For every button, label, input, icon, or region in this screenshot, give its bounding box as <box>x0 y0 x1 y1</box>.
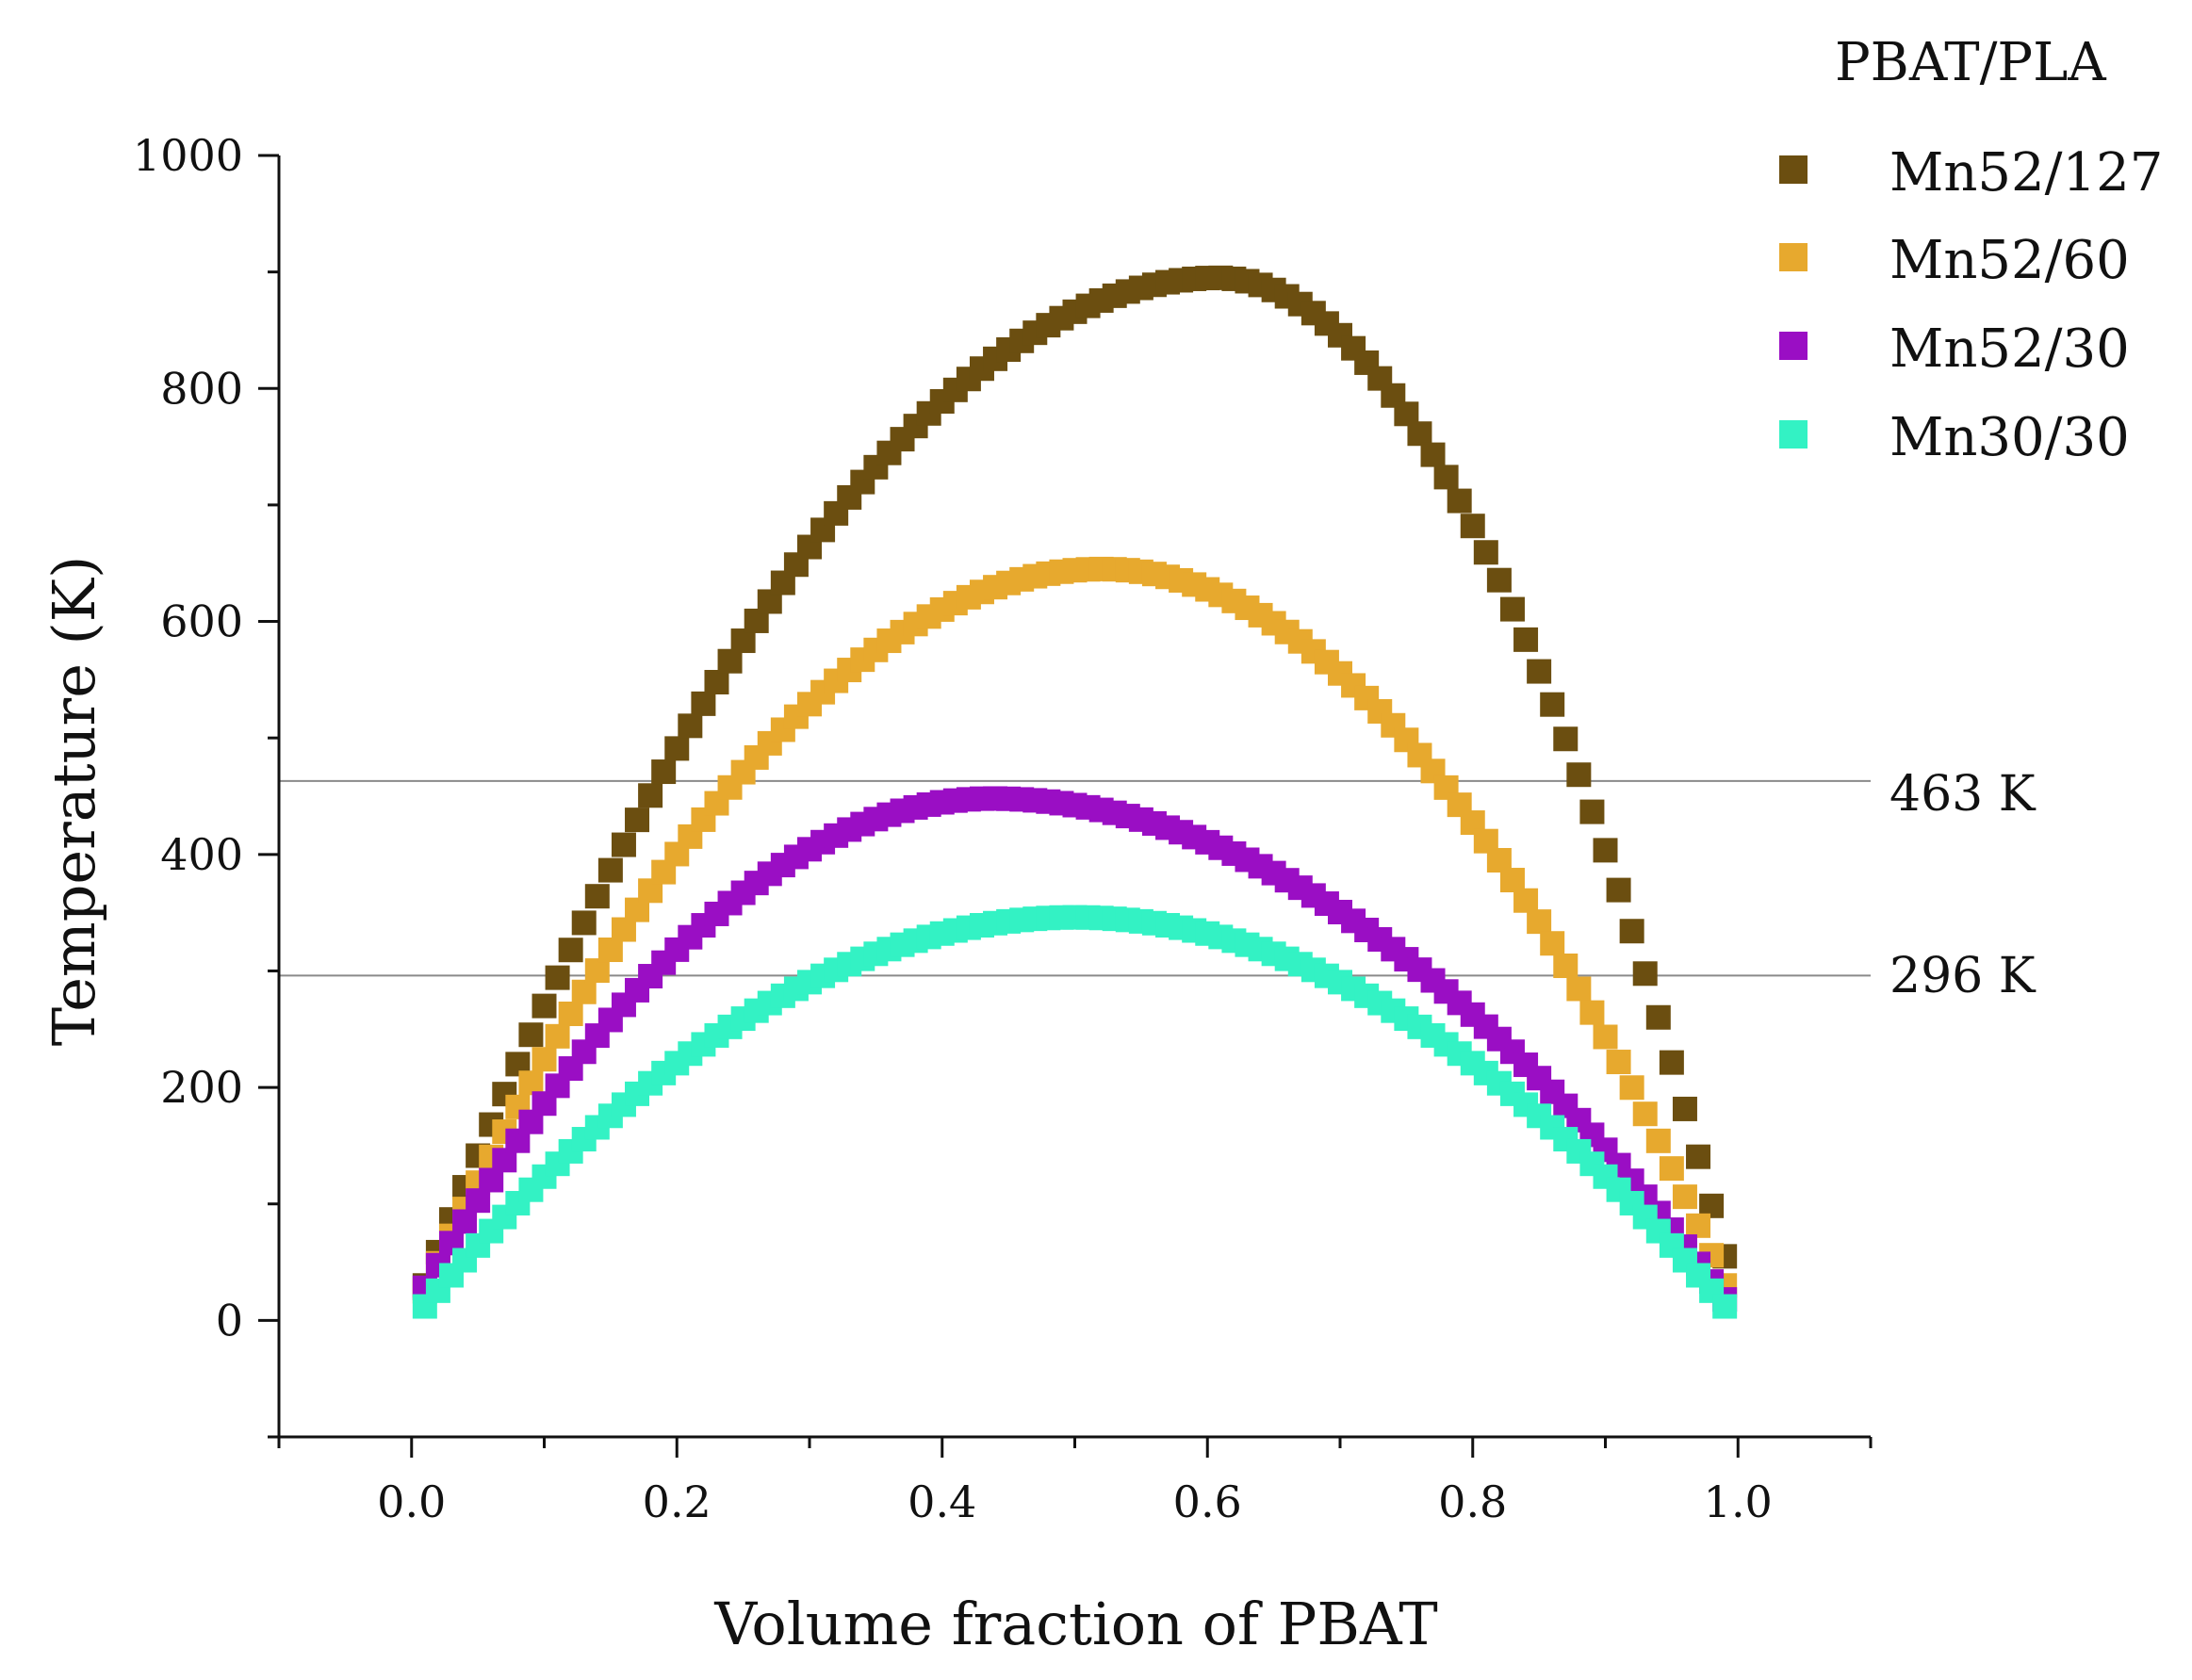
legend-swatch-mn52-60 <box>1779 243 1808 271</box>
series-mn52-30 <box>412 786 1738 1313</box>
data-point <box>532 993 557 1019</box>
reference-lines <box>279 779 1871 977</box>
data-point <box>1499 596 1525 622</box>
data-point <box>584 884 610 909</box>
data-point <box>1632 1101 1658 1127</box>
data-point <box>571 910 597 936</box>
data-point <box>1420 442 1446 467</box>
legend-label-mn52-30: Mn52/30 <box>1889 318 2130 380</box>
data-point <box>452 1209 478 1234</box>
data-point <box>1672 1096 1697 1121</box>
data-point <box>651 759 677 785</box>
data-point <box>1460 514 1485 539</box>
data-point <box>1579 799 1605 824</box>
data-point <box>1672 1184 1697 1210</box>
legend-swatch-mn30-30 <box>1779 420 1808 449</box>
data-point <box>1606 1050 1631 1075</box>
legend-swatch-mn52-30 <box>1779 332 1808 360</box>
tick-labels: 0 200 400 600 800 1000 0.0 0.2 0.4 0.6 0.8 1.0 <box>133 130 1773 1527</box>
data-point <box>1593 838 1618 863</box>
data-point <box>1553 954 1579 979</box>
data-point <box>518 1022 544 1048</box>
data-point <box>1473 540 1498 565</box>
ref-label-463: 463 K <box>1889 766 2037 823</box>
ref-label-296: 296 K <box>1889 948 2037 1004</box>
x-axis-title: Volume fraction of PBAT <box>713 1590 1437 1658</box>
data-point <box>664 736 690 761</box>
data-point <box>532 1047 557 1072</box>
data-point <box>1540 692 1565 717</box>
y-tick-label: 400 <box>160 829 243 880</box>
legend: PBAT/PLA Mn52/127 Mn52/60 Mn52/30 Mn30/3… <box>1779 32 2163 468</box>
data-point <box>1486 567 1512 593</box>
data-point <box>518 1070 544 1096</box>
data-point <box>717 648 743 674</box>
data-point <box>611 832 636 857</box>
y-tick-label: 200 <box>160 1062 243 1113</box>
data-point <box>584 958 610 984</box>
legend-label-mn52-60: Mn52/60 <box>1889 230 2130 291</box>
x-tick-label: 1.0 <box>1704 1476 1773 1527</box>
data-point <box>1619 919 1644 944</box>
data-point <box>1566 976 1592 1002</box>
data-point <box>558 938 583 963</box>
axes <box>258 154 1873 1458</box>
legend-swatch-mn52-127 <box>1779 155 1808 184</box>
data-point <box>1407 421 1432 447</box>
legend-label-mn30-30: Mn30/30 <box>1889 407 2130 468</box>
data-point <box>1513 888 1539 913</box>
data-point <box>1606 877 1631 903</box>
data-point <box>1527 659 1552 684</box>
data-point <box>704 669 729 694</box>
data-point <box>1566 762 1592 788</box>
data-point <box>1499 868 1525 893</box>
data-point <box>1447 488 1472 514</box>
data-point <box>678 713 703 739</box>
y-tick-label: 0 <box>216 1295 243 1346</box>
data-point <box>1513 627 1539 652</box>
data-point <box>1659 1050 1684 1075</box>
y-tick-label: 800 <box>160 363 243 414</box>
data-point <box>691 691 716 716</box>
data-point <box>558 1001 583 1026</box>
x-tick-label: 0.8 <box>1438 1476 1507 1527</box>
data-point <box>466 1188 491 1214</box>
data-point <box>545 965 570 990</box>
data-point <box>1553 726 1579 752</box>
data-point <box>1686 1144 1711 1169</box>
data-point <box>1619 1075 1644 1101</box>
data-point <box>1632 961 1658 987</box>
data-point <box>1527 909 1552 935</box>
x-tick-label: 0.2 <box>643 1476 712 1527</box>
data-point <box>1579 1000 1605 1025</box>
data-point <box>1659 1156 1684 1182</box>
y-tick-label: 600 <box>160 596 243 647</box>
data-point <box>638 783 663 808</box>
series-mn30-30 <box>412 905 1738 1319</box>
data-point <box>1686 1213 1711 1238</box>
data-point <box>1712 1294 1738 1319</box>
data-point <box>597 857 623 883</box>
legend-title: PBAT/PLA <box>1835 32 2106 93</box>
data-point <box>571 979 597 1004</box>
y-axis-title: Temperature (K) <box>40 556 108 1047</box>
data-point <box>625 807 650 833</box>
data-point <box>1645 1004 1671 1030</box>
y-tick-label: 1000 <box>133 130 243 181</box>
x-tick-label: 0.6 <box>1173 1476 1242 1527</box>
data-point <box>1540 931 1565 956</box>
data-point <box>1433 465 1459 490</box>
x-tick-label: 0.0 <box>377 1476 446 1527</box>
data-point <box>1645 1128 1671 1153</box>
legend-label-mn52-127: Mn52/127 <box>1889 142 2163 204</box>
data-point <box>1593 1024 1618 1050</box>
data-point <box>545 1023 570 1049</box>
x-tick-label: 0.4 <box>908 1476 976 1527</box>
series-layer <box>412 265 1738 1319</box>
